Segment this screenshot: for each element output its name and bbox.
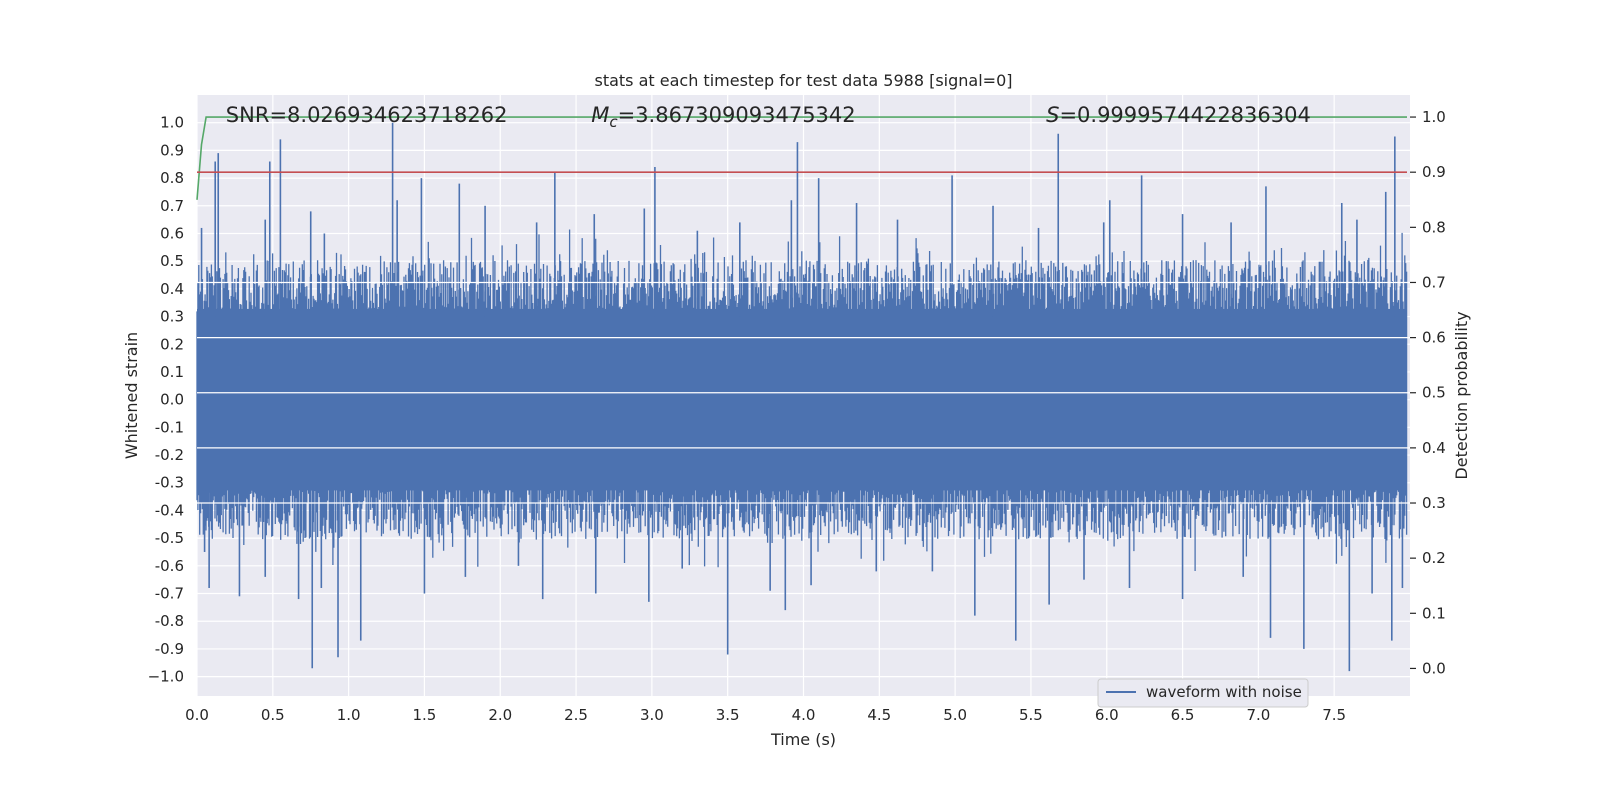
left-y-tick-label: -0.9 — [155, 640, 184, 658]
x-tick-label: 6.5 — [1171, 706, 1195, 724]
left-y-tick-label: -0.1 — [155, 418, 184, 436]
left-y-tick-label: 0.6 — [160, 224, 184, 242]
right-y-tick-label: 0.2 — [1422, 549, 1446, 567]
stat-annotation: Mc=3.867309093475342 — [591, 103, 855, 131]
left-y-tick-label: 0.8 — [160, 169, 184, 187]
x-tick-label: 3.5 — [716, 706, 740, 724]
right-y-axis-ticks: 1.0 0.9 0.8 0.7 0.6 0.5 0.4 0.3 0.2 0.1 0.0 — [1410, 108, 1446, 677]
left-y-tick-label: -0.7 — [155, 585, 184, 603]
legend-box — [1097, 678, 1309, 708]
waveform-series — [196, 122, 1408, 672]
x-tick-label: 4.0 — [792, 706, 816, 724]
right-y-tick-label: 0.9 — [1422, 163, 1446, 181]
stat-value: =3.867309093475342 — [618, 103, 856, 127]
stat-label: S — [1046, 103, 1059, 127]
left-y-tick-label: 0.5 — [160, 252, 184, 270]
x-tick-label: 0.0 — [185, 706, 209, 724]
right-y-tick-label: 0.6 — [1422, 329, 1446, 347]
left-y-tick-label: -0.4 — [155, 501, 184, 519]
stat-annotation: SNR=8.026934623718262 — [226, 103, 508, 127]
x-tick-label: 6.0 — [1095, 706, 1119, 724]
stat-annotation: S=0.9999574422836304 — [1046, 103, 1311, 127]
x-tick-label: 7.5 — [1322, 706, 1346, 724]
stat-subscript: c — [609, 113, 618, 131]
left-y-tick-label: 0.4 — [160, 280, 184, 298]
left-y-tick-label: 1.0 — [160, 114, 184, 132]
x-tick-label: 1.5 — [413, 706, 437, 724]
x-tick-label: 0.5 — [261, 706, 285, 724]
stat-label: M — [591, 103, 609, 127]
right-y-tick-label: 0.5 — [1422, 384, 1446, 402]
left-y-tick-label: -0.3 — [155, 474, 184, 492]
left-y-tick-label: 0.1 — [160, 363, 184, 381]
left-y-tick-label: −1.0 — [148, 668, 184, 686]
waveform-core — [197, 308, 1407, 491]
right-y-tick-label: 0.3 — [1422, 494, 1446, 512]
x-tick-label: 1.0 — [337, 706, 361, 724]
left-y-tick-label: 0.9 — [160, 141, 184, 159]
left-y-tick-label: -0.5 — [155, 529, 184, 547]
x-tick-label: 5.5 — [1019, 706, 1043, 724]
right-y-axis-label: Detection probability — [1452, 311, 1471, 479]
stats-annotations: SNR=8.026934623718262 Mc=3.86730909347534… — [226, 103, 1311, 131]
left-y-tick-label: -0.2 — [155, 446, 184, 464]
x-tick-label: 2.5 — [564, 706, 588, 724]
left-y-axis-ticks: 1.0 0.9 0.8 0.7 0.6 0.5 0.4 0.3 0.2 0.1 0.0 -0.1 -0.… — [148, 114, 184, 686]
left-y-tick-label: 0.0 — [160, 391, 184, 409]
chart-title: stats at each timestep for test data 598… — [594, 71, 1012, 90]
detection-probability-line — [196, 116, 1407, 200]
x-tick-label: 2.0 — [488, 706, 512, 724]
left-y-tick-label: -0.8 — [155, 612, 184, 630]
right-y-tick-label: 0.0 — [1422, 659, 1446, 677]
x-tick-label: 3.0 — [640, 706, 664, 724]
stat-label: SNR — [226, 103, 270, 127]
probability-lines — [196, 116, 1407, 200]
left-y-tick-label: 0.3 — [160, 308, 184, 326]
left-y-tick-label: 0.7 — [160, 197, 184, 215]
right-y-tick-label: 0.7 — [1422, 273, 1446, 291]
right-y-tick-label: 0.8 — [1422, 218, 1446, 236]
x-axis-ticks: 0.0 0.5 1.0 1.5 2.0 2.5 3.0 3.5 4.0 4.5 5.0 5.5 6.0 6… — [185, 706, 1346, 724]
legend-entry-waveform: waveform with noise — [1146, 683, 1302, 701]
legend: waveform with noise — [1097, 678, 1309, 708]
left-y-tick-label: -0.6 — [155, 557, 184, 575]
x-tick-label: 4.5 — [867, 706, 891, 724]
right-y-tick-label: 0.1 — [1422, 604, 1446, 622]
left-y-axis-label: Whitened strain — [122, 332, 141, 459]
stat-value: =8.026934623718262 — [269, 103, 507, 127]
right-y-tick-label: 0.4 — [1422, 439, 1446, 457]
right-y-tick-label: 1.0 — [1422, 108, 1446, 126]
x-axis-label: Time (s) — [770, 730, 836, 749]
stat-value: =0.9999574422836304 — [1059, 103, 1310, 127]
x-tick-label: 5.0 — [943, 706, 967, 724]
left-y-tick-label: 0.2 — [160, 335, 184, 353]
x-tick-label: 7.0 — [1246, 706, 1270, 724]
grid-overlay — [197, 281, 1410, 504]
